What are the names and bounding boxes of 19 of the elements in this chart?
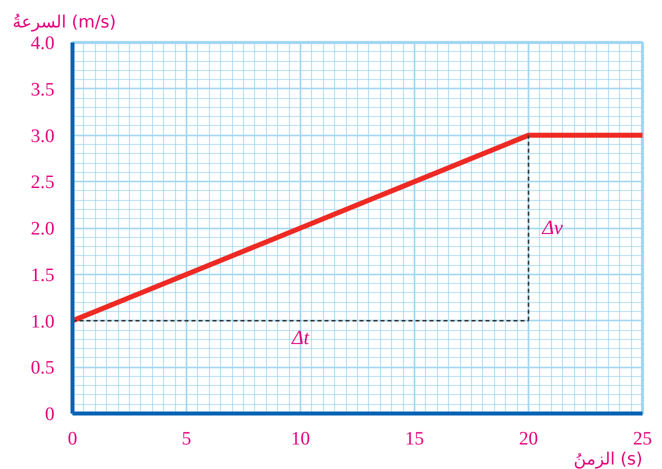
- y-tick-label: 3.0: [30, 126, 54, 147]
- x-tick-label: 20: [519, 428, 538, 450]
- x-tick-label: 5: [182, 428, 192, 450]
- x-tick-label: 0: [68, 428, 78, 450]
- y-tick-label: 0.5: [30, 358, 54, 379]
- y-tick-label: 1.0: [30, 311, 54, 332]
- y-tick-label: 3.5: [30, 79, 54, 100]
- y-tick-label: 1.5: [30, 264, 54, 286]
- x-tick-label: 15: [405, 428, 424, 450]
- y-tick-label: 4.0: [30, 33, 54, 54]
- x-tick-label: 10: [291, 428, 310, 450]
- annotation: Δt: [290, 326, 310, 349]
- y-tick-label: 2.5: [30, 172, 54, 194]
- y-tick-label: 0: [45, 404, 54, 425]
- y-axis-title: السرعةُ (m/s): [12, 12, 116, 32]
- y-tick-label: 2.0: [30, 218, 54, 240]
- x-tick-label: 25: [633, 428, 652, 450]
- x-axis-title: الزمنُ (s): [574, 450, 643, 469]
- annotation: Δv: [541, 217, 563, 239]
